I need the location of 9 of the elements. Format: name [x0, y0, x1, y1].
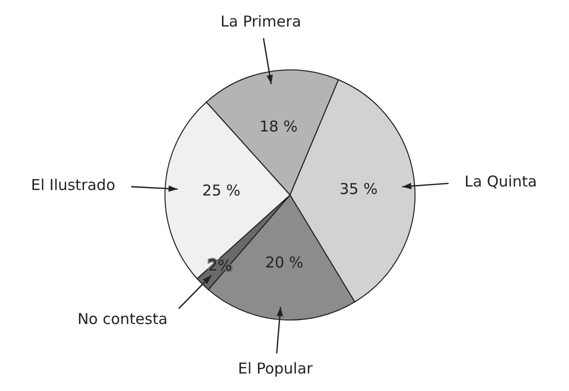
slice-label: La Quinta — [464, 172, 537, 190]
data-label: 18 % — [259, 117, 298, 136]
slice-label: No contesta — [77, 310, 168, 328]
slice-label: La Primera — [220, 12, 302, 31]
slice-label: El Ilustrado — [30, 176, 116, 194]
data-label: 35 % — [340, 180, 378, 198]
slice-label: El Popular — [238, 359, 314, 378]
data-label: 25 % — [202, 181, 240, 200]
data-label: 20 % — [265, 254, 304, 272]
